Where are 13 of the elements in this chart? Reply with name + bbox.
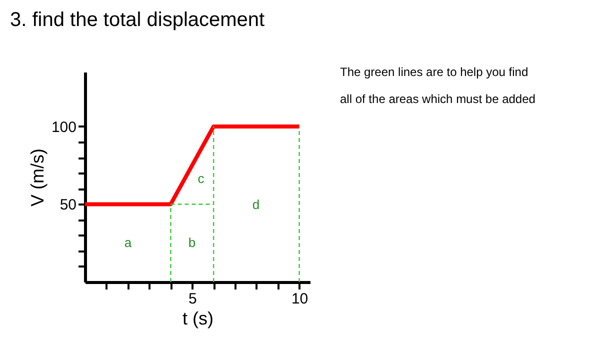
- x-tick-label: 10: [291, 290, 308, 308]
- text: all of the areas which must be added: [340, 92, 536, 106]
- y-tick-label: 100: [51, 118, 76, 136]
- text: The green lines are to help you find: [340, 65, 528, 79]
- y-axis-title: V (m/s): [27, 148, 48, 206]
- chart-title: 3. find the total displacement: [10, 9, 266, 31]
- x-tick-label: 5: [188, 290, 197, 308]
- annotation: c: [198, 171, 205, 186]
- y-tick-label: 50: [60, 196, 76, 214]
- x-axis-title: t (s): [182, 308, 214, 328]
- annotation: d: [252, 197, 260, 212]
- annotation: a: [124, 235, 132, 250]
- annotation: b: [188, 235, 196, 250]
